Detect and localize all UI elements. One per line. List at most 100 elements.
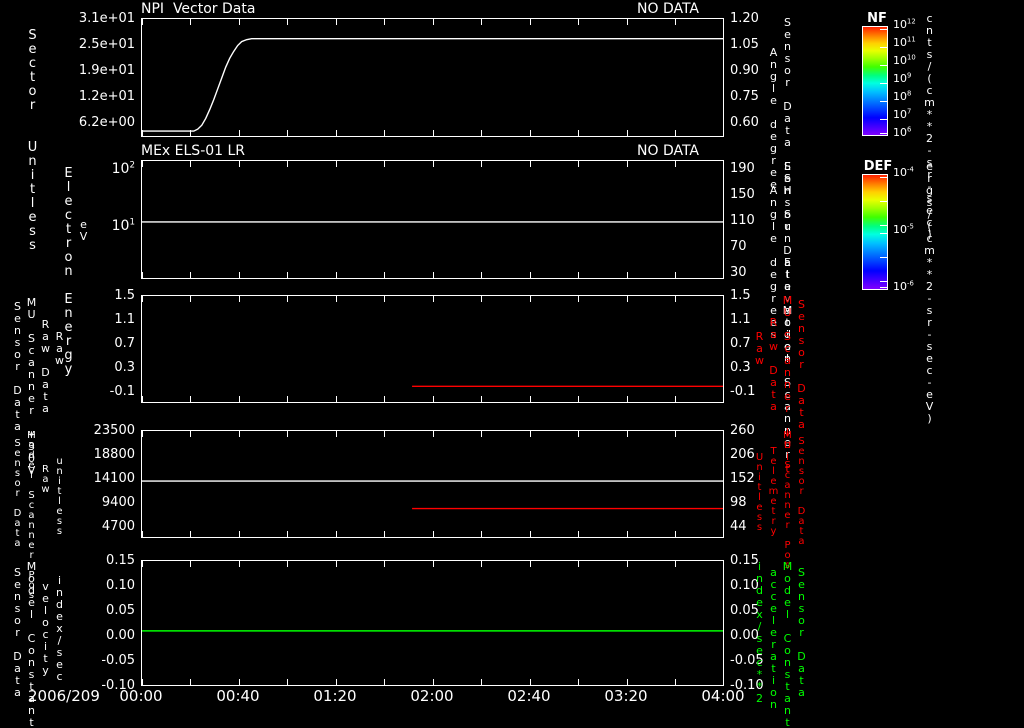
colorbar-nf-tick-3: 109: [893, 71, 912, 85]
panel-constant-velocity-ytick-2: 0.05: [106, 603, 135, 618]
panel-scanner-pos-ytick-r4: 44: [730, 519, 747, 534]
panel-els-energy-ytick-0: 102: [111, 160, 135, 177]
time-axis-tick-1: 00:40: [216, 687, 260, 705]
panel-mu-scanner-init-ytick-r3: 0.3: [730, 360, 751, 375]
panel-scanner-pos-left-label-4: unitless: [54, 456, 65, 536]
panel-mu-scanner-30v[interactable]: [141, 295, 724, 403]
panel-scanner-pos[interactable]: [141, 430, 724, 538]
panel-constant-velocity-ytick-1: 0.10: [106, 578, 135, 593]
time-axis-tick-5: 03:20: [604, 687, 648, 705]
panel-scanner-pos-right-label-4: Unitless: [754, 452, 765, 532]
panel-npi-vector-left-label: Sector Unitless: [25, 28, 40, 252]
colorbar-nf-tick-6: 106: [893, 125, 912, 139]
panel-npi-vector-ytick-2: 1.9e+01: [78, 63, 135, 78]
panel-constant-accel-ytick-r2: 0.05: [730, 603, 759, 618]
colorbar-def-unit-label: ergs/(cm**2-sr-sec-eV): [923, 160, 936, 424]
panel-els-energy-ytick-r0: 190: [730, 161, 755, 176]
panel-constant-velocity-ytick-5: -0.10: [101, 678, 135, 693]
panel-scanner-pos-ytick-r1: 206: [730, 447, 755, 462]
colorbar-nf-tick-1: 1011: [893, 35, 916, 49]
panel-mu-scanner-30v-ticks: [142, 296, 723, 402]
panel-npi-vector-title-left: NPI Vector Data: [141, 1, 256, 17]
panel-constant-accel-ytick-r1: 0.10: [730, 578, 759, 593]
panel-els-energy-trace: [142, 221, 723, 223]
panel-constant-velocity-ytick-3: 0.00: [106, 628, 135, 643]
panel-mu-scanner-init-ytick-r1: 1.1: [730, 312, 751, 327]
panel-els-energy-ytick-r4: 30: [730, 265, 747, 280]
panel-scanner-pos-ticks: [142, 431, 723, 537]
panel-mu-scanner-30v-ytick-0: 1.5: [114, 288, 135, 303]
panel-mu-scanner-30v-left-label: Sensor Data: [11, 300, 24, 432]
time-axis-tick-6: 04:00: [701, 687, 745, 705]
panel-constant-velocity-ticks: [142, 561, 723, 685]
panel-constant-velocity-left-label: Sensor Data: [11, 566, 24, 698]
panel-els-energy[interactable]: [141, 160, 724, 279]
time-axis-tick-0: 00:00: [119, 687, 163, 705]
panel-els-energy-ytick-r2: 110: [730, 213, 755, 228]
panel-scanner-pos-ytick-0: 23500: [93, 423, 135, 438]
panel-els-energy-title-right: NO DATA: [637, 143, 700, 159]
panel-constant-accel-right-label-4: index/sec**2: [753, 560, 766, 704]
panel-constant-accel-ytick-r4: -0.05: [730, 653, 764, 668]
panel-mu-scanner-30v-trace: [412, 385, 723, 387]
colorbar-nf-tick-5: 107: [893, 107, 912, 121]
panel-els-energy-title-left: MEx ELS-01 LR: [141, 143, 246, 159]
panel-constant-velocity[interactable]: [141, 560, 724, 686]
panel-constant-velocity-left-label-3: velocity: [39, 580, 52, 676]
panel-constant-accel-right-label-2: Model Constant: [781, 560, 794, 728]
panel-scanner-pos-left-label: Sensor Data: [12, 438, 23, 548]
panel-constant-velocity-trace: [142, 630, 723, 632]
panel-scanner-pos-traces: [142, 480, 723, 510]
panel-mu-scanner-init-right-label-2: MU Scanner Init: [781, 294, 794, 474]
panel-npi-vector-ytick-3: 1.2e+01: [78, 89, 135, 104]
panel-npi-vector[interactable]: [141, 18, 724, 137]
panel-constant-accel-ytick-r3: 0.00: [730, 628, 759, 643]
panel-mu-scanner-init-ytick-r4: -0.1: [730, 384, 756, 399]
time-axis-date: 2006/209: [28, 687, 100, 705]
colorbar-def[interactable]: [862, 174, 888, 290]
time-axis-tick-4: 02:40: [507, 687, 551, 705]
panel-constant-velocity-left-label-2: Model Constant: [25, 560, 38, 728]
panel-constant-velocity-left-label-4: index/sec: [53, 574, 66, 682]
panel-mu-scanner-init-ytick-r2: 0.7: [730, 336, 751, 351]
panel-mu-scanner-30v-ytick-3: 0.3: [114, 360, 135, 375]
panel-npi-vector-ytick-r4: 0.60: [730, 115, 759, 130]
panel-mu-scanner-30v-ytick-1: 1.1: [114, 312, 135, 327]
time-axis-tick-3: 02:00: [410, 687, 454, 705]
panel-scanner-pos-ytick-3: 9400: [101, 495, 135, 510]
panel-mu-scanner-30v-ytick-2: 0.7: [114, 336, 135, 351]
panel-npi-vector-title-right: NO DATA: [637, 1, 700, 17]
panel-npi-vector-ytick-4: 6.2e+00: [78, 115, 135, 130]
panel-els-energy-ytick-r1: 150: [730, 187, 755, 202]
colorbar-def-tick-0: 10-4: [893, 165, 914, 179]
panel-scanner-pos-ytick-r3: 98: [730, 495, 747, 510]
panel-mu-scanner-init-right-label-3: Raw Data: [767, 316, 780, 412]
panel-els-energy-right-label-2: Angle degrees: [767, 184, 780, 340]
panel-els-energy-right-label: Sensor Data Model Scanner: [781, 160, 794, 460]
panel-mu-scanner-init-right-label: Sensor Data: [795, 298, 808, 430]
colorbar-nf[interactable]: [862, 26, 888, 136]
panel-npi-vector-ticks: [142, 19, 723, 136]
panel-els-energy-ytick-1: 101: [111, 217, 135, 234]
panel-constant-accel-ytick-r0: 0.15: [730, 553, 759, 568]
colorbar-def-title: DEF: [863, 159, 893, 174]
colorbar-nf-unit-label: cnts/(cm**2-sr-sec): [923, 12, 936, 240]
panel-constant-velocity-ytick-4: -0.05: [101, 653, 135, 668]
panel-els-energy-left-unit: eV: [77, 218, 90, 242]
panel-scanner-pos-right-label-3: Telemetry: [768, 446, 779, 536]
panel-npi-vector-ytick-1: 2.5e+01: [78, 37, 135, 52]
panel-scanner-pos-right-label-2: MU Scanner Pos: [782, 430, 793, 570]
panel-scanner-pos-ytick-r2: 152: [730, 471, 755, 486]
colorbar-nf-title: NF: [867, 11, 887, 26]
panel-mu-scanner-30v-ytick-4: -0.1: [109, 384, 135, 399]
panel-constant-accel-right-label: Sensor Data: [795, 566, 808, 698]
panel-els-energy-ticks: [142, 161, 723, 278]
colorbar-def-tick-2: 10-6: [893, 279, 914, 293]
colorbar-nf-tick-0: 1012: [893, 17, 916, 31]
colorbar-def-tick-1: 10-5: [893, 222, 914, 236]
panel-mu-scanner-30v-left-label-4: Raw: [53, 330, 66, 366]
panel-scanner-pos-right-label: Sensor Data: [796, 436, 807, 546]
panel-npi-vector-right-label: Sensor Data ESH Sun Elevation: [781, 16, 794, 364]
panel-npi-vector-ytick-r0: 1.20: [730, 11, 759, 26]
panel-npi-vector-trace: [142, 37, 723, 132]
